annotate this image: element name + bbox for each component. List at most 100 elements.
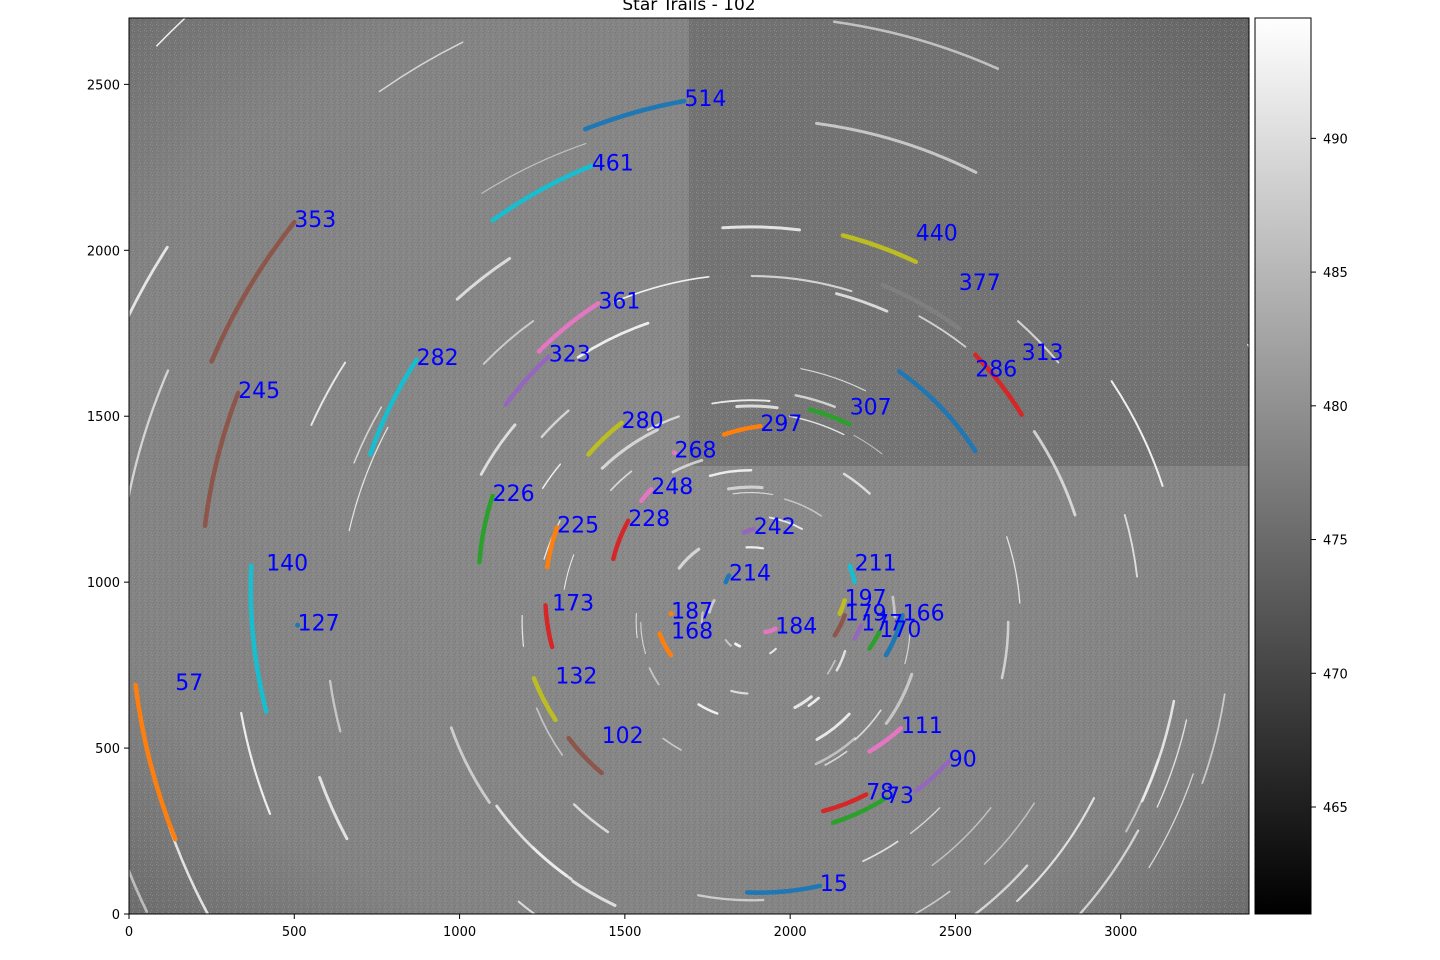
background-star-trail xyxy=(768,516,803,530)
y-axis: 0 500 1000 1500 2000 2500 xyxy=(87,78,129,923)
background-star-trail xyxy=(769,647,777,655)
background-star-trail xyxy=(449,726,491,804)
background-star-trail xyxy=(891,595,897,619)
background-star-trail xyxy=(328,679,342,733)
background-star-trail xyxy=(662,737,682,751)
background-star-trail xyxy=(707,598,716,614)
background-star-trail xyxy=(735,404,779,410)
trail-184 xyxy=(763,626,778,635)
background-star-trail xyxy=(1,631,14,759)
background-star-trail xyxy=(832,20,1000,70)
background-star-trail xyxy=(609,470,633,492)
trail-label-111: 111 xyxy=(901,714,943,739)
y-tick-label: 1000 xyxy=(87,576,120,591)
trail-440 xyxy=(840,233,919,265)
trail-label-102: 102 xyxy=(602,724,644,749)
trail-label-211: 211 xyxy=(855,552,897,577)
x-tick-label: 1000 xyxy=(443,925,476,940)
trail-127 xyxy=(295,622,301,628)
trail-label-242: 242 xyxy=(754,515,796,540)
x-tick-label: 0 xyxy=(125,925,133,940)
trail-377 xyxy=(880,282,962,331)
background-star-trail xyxy=(481,143,587,194)
trail-label-177: 177 xyxy=(861,611,903,636)
colorbar-tick-label: 480 xyxy=(1323,400,1348,415)
background-star-trail xyxy=(1078,829,1140,914)
trail-label-461: 461 xyxy=(592,152,634,177)
background-star-trail xyxy=(983,802,1036,865)
background-star-trail xyxy=(815,121,978,174)
trail-166 xyxy=(883,613,905,658)
background-star-trail xyxy=(479,423,517,476)
background-star-trail xyxy=(646,415,680,431)
trail-323 xyxy=(503,354,552,407)
background-star-trail xyxy=(129,245,169,319)
background-star-trail xyxy=(240,711,272,815)
trail-label-268: 268 xyxy=(675,439,717,464)
trail-label-245: 245 xyxy=(238,379,280,404)
y-tick-label: 500 xyxy=(95,742,120,757)
trail-280 xyxy=(586,420,624,457)
trail-label-361: 361 xyxy=(598,289,640,314)
trail-label-214: 214 xyxy=(729,562,771,587)
background-star-trail xyxy=(931,807,992,867)
trail-57 xyxy=(133,682,178,842)
background-star-trail xyxy=(918,315,967,348)
trail-label-187: 187 xyxy=(671,600,713,625)
background-star-trail xyxy=(310,361,347,426)
background-star-trail xyxy=(1140,699,1176,803)
background-star-trail xyxy=(613,276,710,303)
trail-111 xyxy=(867,725,904,754)
trail-140 xyxy=(248,563,269,714)
trail-173 xyxy=(543,603,555,650)
x-tick-label: 1500 xyxy=(608,925,641,940)
background-star-trail xyxy=(1006,536,1021,604)
trail-label-170: 170 xyxy=(879,618,921,643)
trail-label-514: 514 xyxy=(684,87,726,112)
trail-132 xyxy=(531,676,558,723)
background-star-trail xyxy=(721,225,801,232)
background-star-trail xyxy=(1123,514,1139,578)
background-star-trail xyxy=(521,615,525,648)
trail-label-377: 377 xyxy=(959,271,1001,296)
background-star-trail xyxy=(348,426,389,532)
background-star-trail xyxy=(129,369,170,501)
trail-282 xyxy=(368,357,419,457)
background-star-trail xyxy=(129,867,149,913)
background-star-trail xyxy=(318,776,349,841)
background-star-trail xyxy=(671,458,704,474)
colorbar-tick-label: 470 xyxy=(1323,667,1348,682)
background-star-trail xyxy=(563,554,575,590)
background-star-trail xyxy=(697,703,719,715)
background-star-trail xyxy=(1016,797,1095,903)
background-star-trail xyxy=(541,463,562,490)
trail-label-282: 282 xyxy=(417,346,459,371)
background-star-trail xyxy=(576,321,650,359)
background-star-trail xyxy=(853,434,883,455)
trail-label-179: 179 xyxy=(845,601,887,626)
trail-461 xyxy=(490,163,595,223)
colorbar-axis: 465 470 475 480 485 490 xyxy=(1311,132,1348,816)
trail-197 xyxy=(837,598,847,616)
trail-label-248: 248 xyxy=(651,475,693,500)
trail-label-184: 184 xyxy=(775,615,817,640)
background-star-trail xyxy=(535,707,564,756)
background-star-trail xyxy=(734,642,742,648)
background-star-trail xyxy=(800,368,866,392)
trail-label-78: 78 xyxy=(866,781,894,806)
trail-label-90: 90 xyxy=(949,747,977,772)
background-star-trail xyxy=(826,659,836,675)
trail-177 xyxy=(852,623,864,641)
background-star-trail xyxy=(1016,320,1060,364)
trail-179 xyxy=(832,613,847,638)
background-star-trail xyxy=(353,406,383,464)
trail-353 xyxy=(209,219,297,364)
trail-228 xyxy=(611,518,631,562)
trail-286 xyxy=(896,369,978,454)
trail-245 xyxy=(202,390,241,528)
trail-label-440: 440 xyxy=(916,221,958,246)
background-star-trail xyxy=(600,428,659,470)
colorbar-tick-label: 485 xyxy=(1323,266,1348,281)
